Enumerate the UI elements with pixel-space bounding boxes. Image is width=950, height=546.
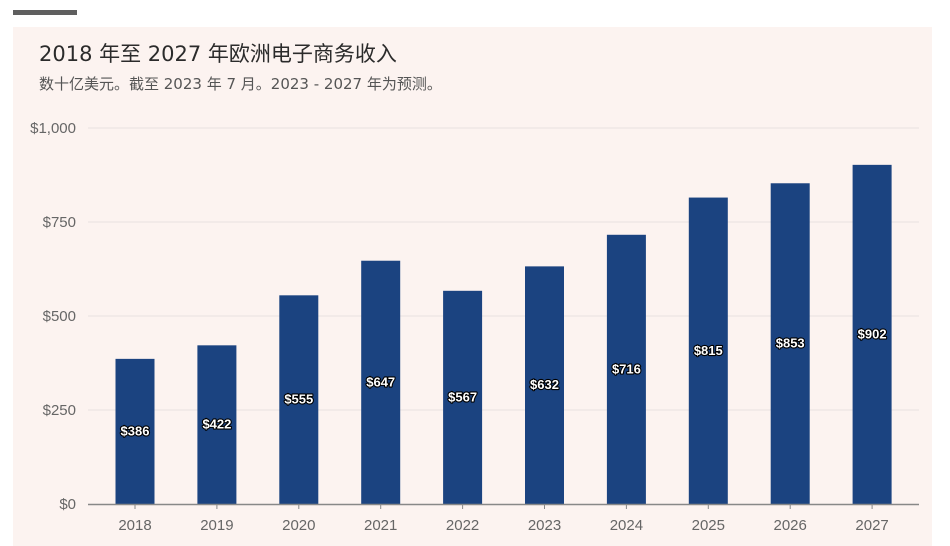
bar-2019 (197, 345, 237, 504)
y-tick-label: $750 (43, 214, 76, 231)
x-tick-label: 2020 (282, 517, 315, 534)
bar-2022 (443, 290, 483, 504)
y-tick-label: $250 (43, 402, 76, 419)
bar-2024 (606, 234, 646, 504)
data-label-2024: $716 (612, 361, 641, 376)
bar-2018 (115, 358, 155, 504)
x-tick-label: 2026 (774, 517, 807, 534)
bar-2020 (279, 295, 319, 504)
chart-title: 2018 年至 2027 年欧洲电子商务收入 (39, 42, 397, 66)
y-tick-label: $1,000 (30, 120, 76, 137)
data-label-2018: $386 (121, 423, 150, 438)
x-tick-label: 2019 (200, 517, 233, 534)
x-tick-label: 2024 (610, 517, 643, 534)
data-label-2023: $632 (530, 377, 559, 392)
y-tick-label: $0 (59, 496, 76, 513)
bar-2023 (525, 266, 564, 504)
data-label-2021: $647 (366, 374, 395, 389)
data-label-2019: $422 (202, 417, 231, 432)
accent-bar (13, 10, 77, 15)
data-label-2026: $853 (776, 336, 805, 351)
bar-2026 (770, 183, 810, 504)
data-label-2025: $815 (694, 343, 723, 358)
data-label-2020: $555 (284, 392, 313, 407)
y-tick-label: $500 (43, 308, 76, 325)
data-label-2022: $567 (448, 389, 477, 404)
chart-subtitle: 数十亿美元。截至 2023 年 7 月。2023 - 2027 年为预测。 (39, 75, 442, 93)
x-tick-label: 2025 (692, 517, 725, 534)
x-tick-label: 2023 (528, 517, 561, 534)
x-tick-label: 2022 (446, 517, 479, 534)
data-label-2027: $902 (858, 326, 887, 341)
bar-2027 (852, 164, 892, 504)
bar-2025 (688, 197, 728, 504)
bar-2021 (361, 260, 401, 504)
x-tick-label: 2027 (855, 517, 888, 534)
x-tick-label: 2021 (364, 517, 397, 534)
x-tick-label: 2018 (118, 517, 151, 534)
